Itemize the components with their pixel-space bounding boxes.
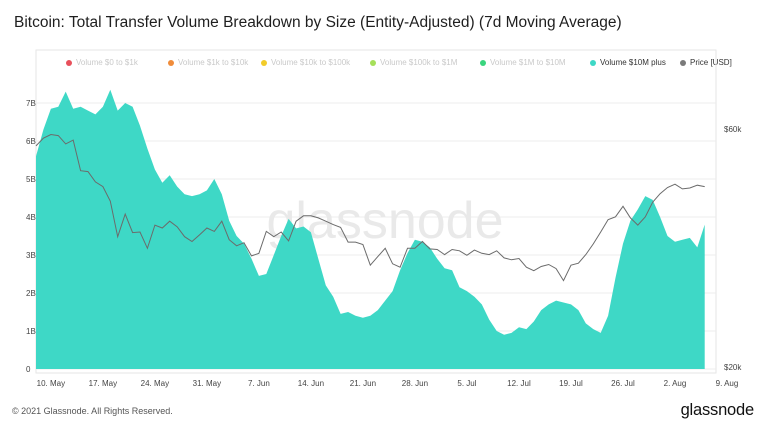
y-right-tick-label: $20k — [724, 363, 742, 372]
x-tick-label: 24. May — [141, 379, 169, 388]
x-tick-label: 14. Jun — [298, 379, 324, 388]
legend-label: Price [USD] — [690, 58, 732, 67]
x-tick-label: 9. Aug — [716, 379, 739, 388]
legend-label: Volume $10M plus — [600, 58, 666, 67]
legend-swatch — [66, 59, 72, 66]
legend-label: Volume $1k to $10k — [178, 58, 249, 67]
x-tick-label: 12. Jul — [507, 379, 531, 388]
y-left-tick-label: 7B — [26, 99, 36, 108]
series-area-volume-10m-plus — [36, 89, 705, 369]
copyright-text: © 2021 Glassnode. All Rights Reserved. — [12, 406, 173, 416]
x-tick-label: 7. Jun — [248, 379, 270, 388]
legend-item[interactable]: Volume $100k to $1M — [370, 58, 457, 67]
x-tick-label: 5. Jul — [457, 379, 476, 388]
legend-swatch — [168, 59, 174, 66]
x-tick-label: 2. Aug — [664, 379, 687, 388]
y-left-tick-label: 0 — [26, 365, 31, 374]
x-tick-label: 21. Jun — [350, 379, 376, 388]
chart-legend: Volume $0 to $1k Volume $1k to $10k Volume… — [60, 58, 750, 70]
series-line-layer — [35, 133, 705, 282]
legend-swatch — [480, 59, 486, 66]
x-tick-label: 10. May — [37, 379, 65, 388]
y-right-tick-label: $60k — [724, 125, 742, 134]
y-left-tick-label: 2B — [26, 289, 36, 298]
y-left-tick-label: 3B — [26, 251, 36, 260]
y-left-tick-label: 5B — [26, 175, 36, 184]
y-left-tick-label: 6B — [26, 137, 36, 146]
chart-title: Bitcoin: Total Transfer Volume Breakdown… — [14, 14, 622, 31]
x-tick-label: 28. Jun — [402, 379, 428, 388]
legend-item[interactable]: Price [USD] — [680, 58, 732, 67]
legend-label: Volume $1M to $10M — [490, 58, 566, 67]
legend-swatch — [261, 59, 267, 66]
x-tick-label: 17. May — [89, 379, 117, 388]
legend-label: Volume $100k to $1M — [380, 58, 458, 67]
x-tick-label: 26. Jul — [611, 379, 635, 388]
axis-right-labels: $20k $60k — [724, 125, 742, 372]
x-tick-label: 19. Jul — [559, 379, 583, 388]
legend-item[interactable]: Volume $1M to $10M — [480, 58, 566, 67]
y-left-tick-label: 1B — [26, 327, 36, 336]
series-line-price — [35, 133, 705, 282]
legend-swatch — [590, 59, 596, 66]
legend-item[interactable]: Volume $10k to $100k — [261, 58, 350, 67]
legend-swatch — [370, 59, 376, 66]
legend-item[interactable]: Volume $0 to $1k — [66, 58, 138, 67]
y-left-tick-label: 4B — [26, 213, 36, 222]
x-tick-label: 31. May — [193, 379, 221, 388]
legend-label: Volume $10k to $100k — [271, 58, 351, 67]
axis-left-labels: 0 1B 2B 3B 4B 5B 6B 7B — [26, 99, 36, 374]
axis-x-labels: 10. May 17. May 24. May 31. May 7. Jun 14. Ju… — [37, 379, 739, 388]
legend-item[interactable]: Volume $1k to $10k — [168, 58, 248, 67]
brand-logo-text[interactable]: glassnode — [680, 401, 755, 419]
series-area-layer — [36, 89, 705, 369]
legend-swatch — [680, 59, 686, 66]
legend-label: Volume $0 to $1k — [76, 58, 138, 67]
legend-item[interactable]: Volume $10M plus — [590, 58, 666, 67]
